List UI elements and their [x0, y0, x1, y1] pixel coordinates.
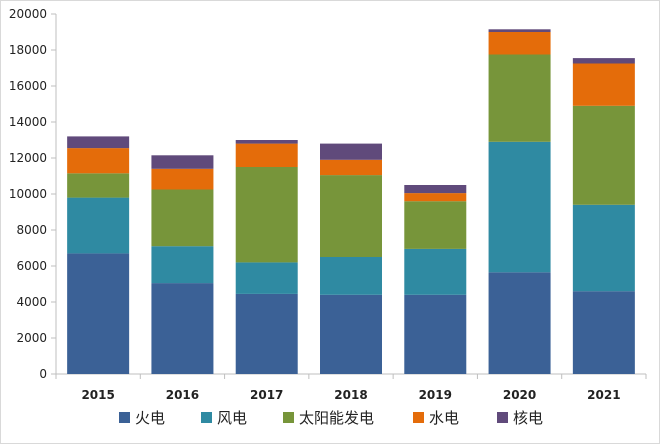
bar-segment-水电-2021 [572, 63, 635, 106]
legend: 火电 风电 太阳能发电 水电 核电 [119, 409, 543, 427]
bar-segment-核电-2021 [572, 58, 635, 64]
bar-segment-太阳能发电-2018 [320, 175, 382, 257]
legend-swatch [497, 412, 508, 423]
bar-segment-太阳能发电-2015 [67, 173, 130, 198]
y-tick-label: 8000 [16, 223, 47, 237]
legend-swatch [413, 412, 424, 423]
bar-segment-核电-2018 [320, 143, 382, 160]
x-category-label: 2016 [166, 388, 199, 402]
bar-segment-水电-2017 [235, 143, 298, 167]
bar-segment-火电-2021 [572, 291, 635, 374]
y-tick-label: 16000 [9, 79, 47, 93]
bar-segment-太阳能发电-2016 [151, 189, 214, 247]
y-tick-label: 0 [39, 367, 47, 381]
legend-label: 水电 [429, 409, 459, 427]
legend-swatch [119, 412, 130, 423]
y-tick-label: 18000 [9, 43, 47, 57]
bar-segment-太阳能发电-2021 [572, 105, 635, 205]
x-category-label: 2015 [81, 388, 114, 402]
x-category-label: 2019 [419, 388, 452, 402]
bar-segment-核电-2015 [67, 136, 130, 149]
bar-segment-风电-2020 [488, 141, 551, 273]
bar-segment-火电-2018 [320, 294, 382, 374]
x-category-label: 2021 [587, 388, 620, 402]
bar-segment-核电-2020 [488, 29, 551, 32]
bar-segment-水电-2016 [151, 168, 214, 190]
bar-segment-核电-2017 [235, 140, 298, 144]
y-axis: 0 2000 4000 6000 8000 10000 12000 14000 16000 180… [9, 7, 57, 381]
y-tick-label: 14000 [9, 115, 47, 129]
bar-segment-核电-2019 [404, 185, 467, 194]
bar-segment-水电-2019 [404, 193, 467, 202]
y-tick-label: 10000 [9, 187, 47, 201]
legend-label: 太阳能发电 [299, 409, 374, 427]
legend-label: 核电 [513, 409, 543, 427]
y-tick-label: 12000 [9, 151, 47, 165]
bar-segment-风电-2015 [67, 197, 130, 254]
bar-segment-太阳能发电-2017 [235, 167, 298, 263]
bars [67, 29, 635, 374]
bar-segment-水电-2018 [320, 159, 382, 176]
bar-segment-火电-2019 [404, 294, 467, 374]
bar-segment-火电-2016 [151, 283, 214, 374]
bar-segment-火电-2017 [235, 293, 298, 374]
x-axis: 2015 2016 2017 2018 2019 2020 2021 [55, 373, 647, 402]
legend-label: 火电 [135, 409, 165, 427]
x-category-label: 2017 [250, 388, 283, 402]
bar-segment-火电-2020 [488, 272, 551, 374]
bar-segment-火电-2015 [67, 253, 130, 374]
y-tick-label: 6000 [16, 259, 47, 273]
legend-label: 风电 [217, 409, 247, 427]
bar-segment-水电-2020 [488, 32, 551, 55]
bar-segment-风电-2016 [151, 246, 214, 284]
bar-segment-风电-2018 [320, 257, 382, 295]
y-tick-label: 20000 [9, 7, 47, 21]
bar-segment-太阳能发电-2020 [488, 54, 551, 142]
legend-swatch [283, 412, 294, 423]
bar-segment-风电-2021 [572, 204, 635, 292]
y-tick-label: 2000 [16, 331, 47, 345]
y-tick-label: 4000 [16, 295, 47, 309]
bar-segment-水电-2015 [67, 148, 130, 174]
legend-swatch [201, 412, 212, 423]
x-category-label: 2018 [334, 388, 367, 402]
x-category-label: 2020 [503, 388, 536, 402]
bar-segment-风电-2017 [235, 262, 298, 294]
bar-segment-核电-2016 [151, 155, 214, 169]
bar-segment-风电-2019 [404, 248, 467, 295]
bar-segment-太阳能发电-2019 [404, 201, 467, 249]
